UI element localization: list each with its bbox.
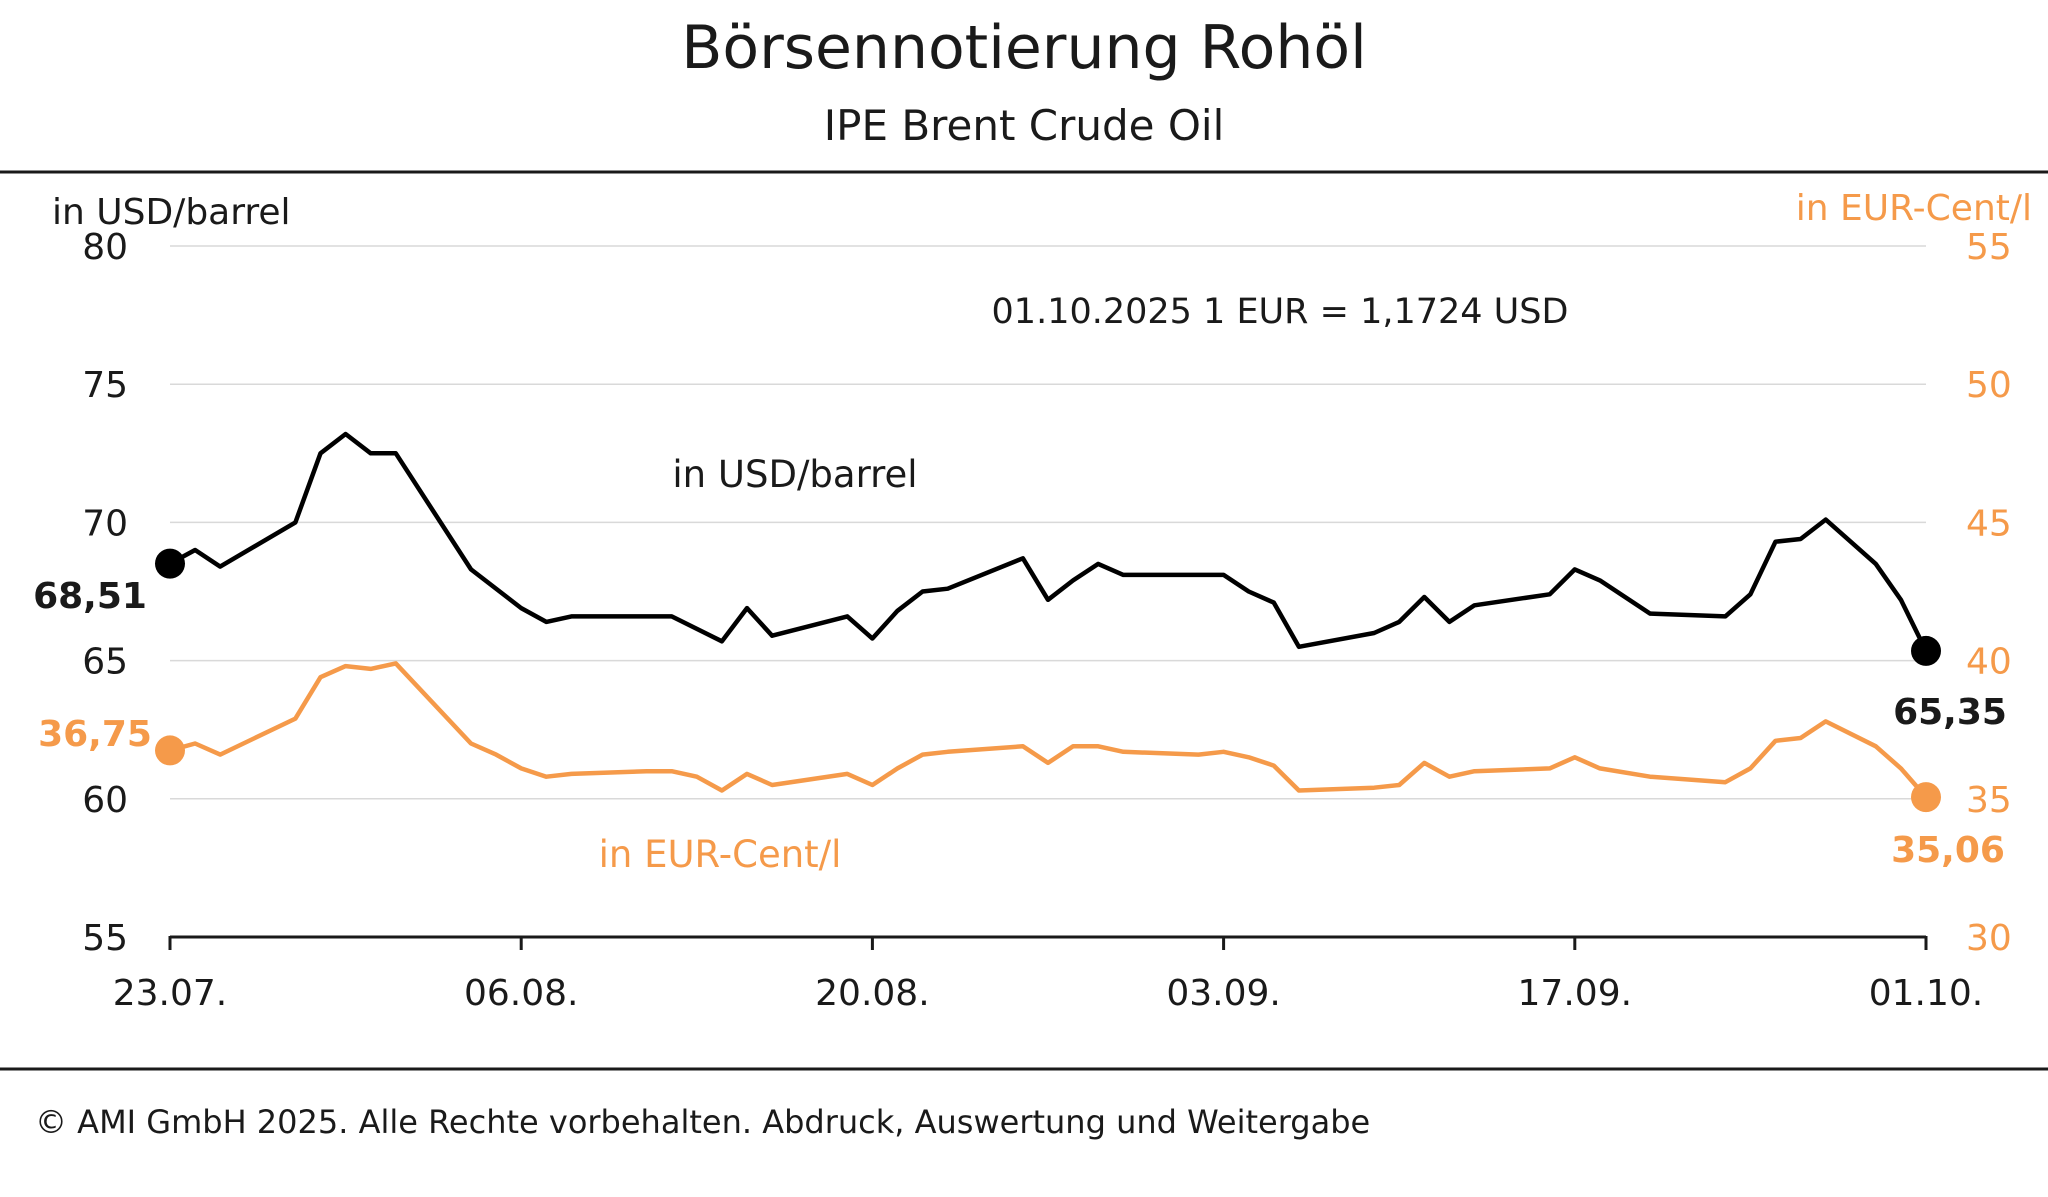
usd-series-label: in USD/barrel: [672, 453, 917, 496]
right-tick-label: 55: [1966, 227, 2012, 268]
x-tick-label: 03.09.: [1166, 973, 1281, 1014]
axis-ticks: 55 30 60 35 65 40 70 45 75 50 80 55 23.07. 06.08. 20.0…: [82, 227, 2012, 1014]
left-tick-label: 70: [82, 503, 128, 544]
left-tick-label: 60: [82, 780, 128, 821]
right-tick-label: 35: [1966, 780, 2012, 821]
usd-start-marker: [155, 548, 185, 579]
left-tick-label: 65: [82, 642, 128, 683]
x-tick-label: 20.08.: [815, 973, 930, 1014]
usd-end-marker: [1911, 635, 1941, 666]
right-tick-label: 40: [1966, 642, 2012, 683]
x-tick-label: 17.09.: [1518, 973, 1633, 1014]
usd-end-value: 65,35: [1893, 692, 2007, 733]
eur-end-marker: [1911, 782, 1941, 813]
eur-series-line: [169, 661, 1928, 799]
usd-series-line: [168, 431, 1929, 652]
eur-series-label: in EUR-Cent/l: [599, 833, 842, 876]
right-tick-label: 45: [1966, 503, 2012, 544]
right-tick-label: 50: [1966, 365, 2012, 406]
x-tick-label: 06.08.: [464, 973, 579, 1014]
x-tick-label: 23.07.: [113, 973, 228, 1014]
series-lines: [155, 431, 1941, 813]
chart-subtitle: IPE Brent Crude Oil: [824, 101, 1225, 150]
x-tick-label: 01.10.: [1869, 973, 1984, 1014]
eur-start-value: 36,75: [38, 714, 152, 755]
eur-start-marker: [155, 735, 185, 766]
right-tick-label: 30: [1966, 918, 2012, 959]
right-axis-unit: in EUR-Cent/l: [1796, 188, 2032, 229]
usd-start-value: 68,51: [33, 576, 147, 617]
grid-lines: [170, 245, 1926, 800]
left-tick-label: 75: [82, 365, 128, 406]
eur-end-value: 35,06: [1891, 830, 2005, 871]
left-axis-unit: in USD/barrel: [52, 192, 291, 233]
left-tick-label: 80: [82, 227, 128, 268]
copyright-notice: © AMI GmbH 2025. Alle Rechte vorbehalten…: [35, 1103, 1370, 1141]
exchange-rate-note: 01.10.2025 1 EUR = 1,1724 USD: [992, 292, 1569, 332]
left-tick-label: 55: [82, 918, 128, 959]
chart-title: Börsennotierung Rohöl: [681, 13, 1367, 83]
